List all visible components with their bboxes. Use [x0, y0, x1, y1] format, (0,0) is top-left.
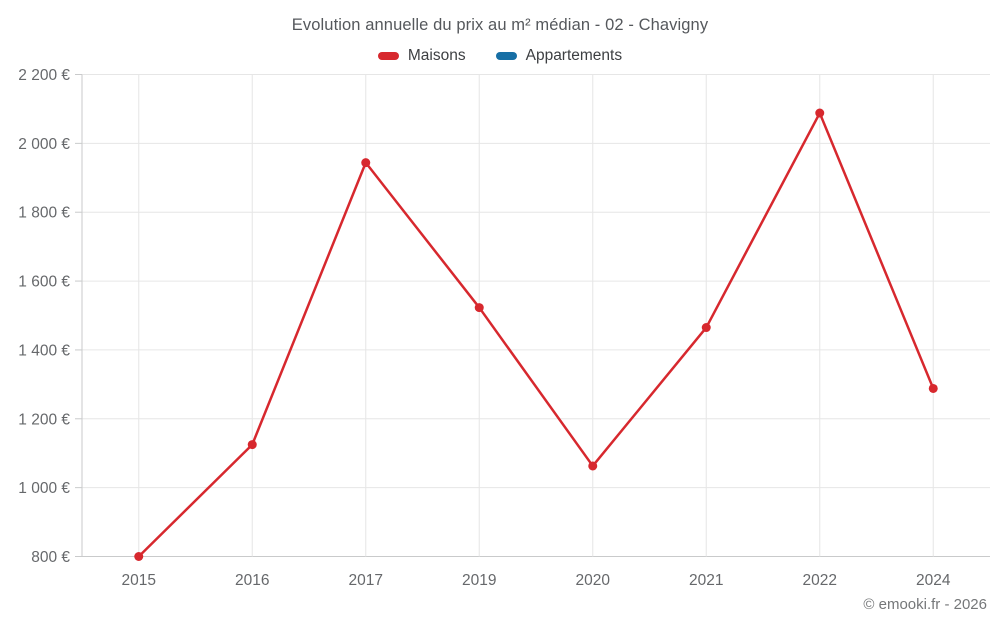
data-point-maisons[interactable]	[361, 158, 371, 168]
legend-item-appartements[interactable]: Appartements	[495, 47, 623, 65]
x-axis-label: 2015	[122, 572, 156, 589]
data-point-maisons[interactable]	[588, 461, 598, 471]
y-axis-label: 2 000 €	[18, 136, 70, 153]
x-axis-label: 2024	[916, 572, 951, 589]
y-axis-label: 1 600 €	[18, 274, 70, 291]
legend-marker-icon	[495, 52, 517, 60]
data-point-maisons[interactable]	[474, 303, 484, 313]
legend-item-maisons[interactable]: Maisons	[377, 47, 466, 65]
x-axis-label: 2019	[462, 572, 496, 589]
data-point-maisons[interactable]	[134, 552, 144, 561]
y-axis-label: 1 200 €	[18, 411, 70, 428]
x-axis-label: 2017	[349, 572, 383, 589]
legend-label: Maisons	[407, 47, 466, 64]
x-axis-label: 2016	[235, 572, 269, 589]
data-point-maisons[interactable]	[701, 323, 711, 333]
y-axis-label: 1 800 €	[18, 205, 70, 222]
y-axis-label: 800 €	[31, 549, 70, 566]
series-line-maisons	[137, 111, 935, 558]
legend-label: Appartements	[525, 47, 623, 64]
x-axis-label: 2022	[803, 572, 837, 589]
legend-marker-icon	[377, 52, 399, 60]
data-point-maisons[interactable]	[815, 108, 825, 118]
y-axis-label: 1 400 €	[18, 342, 70, 359]
data-point-maisons[interactable]	[247, 440, 257, 450]
y-axis-label: 2 200 €	[18, 67, 70, 84]
chart-title: Evolution annuelle du prix au m² médian …	[291, 16, 709, 34]
x-axis-label: 2021	[689, 572, 723, 589]
x-axis-label: 2020	[576, 572, 611, 589]
y-axis-label: 1 000 €	[18, 480, 70, 497]
data-point-maisons[interactable]	[928, 383, 938, 393]
chart-legend: Maisons Appartements	[0, 46, 1000, 66]
watermark-credit: © emooki.fr - 2026	[863, 596, 987, 613]
